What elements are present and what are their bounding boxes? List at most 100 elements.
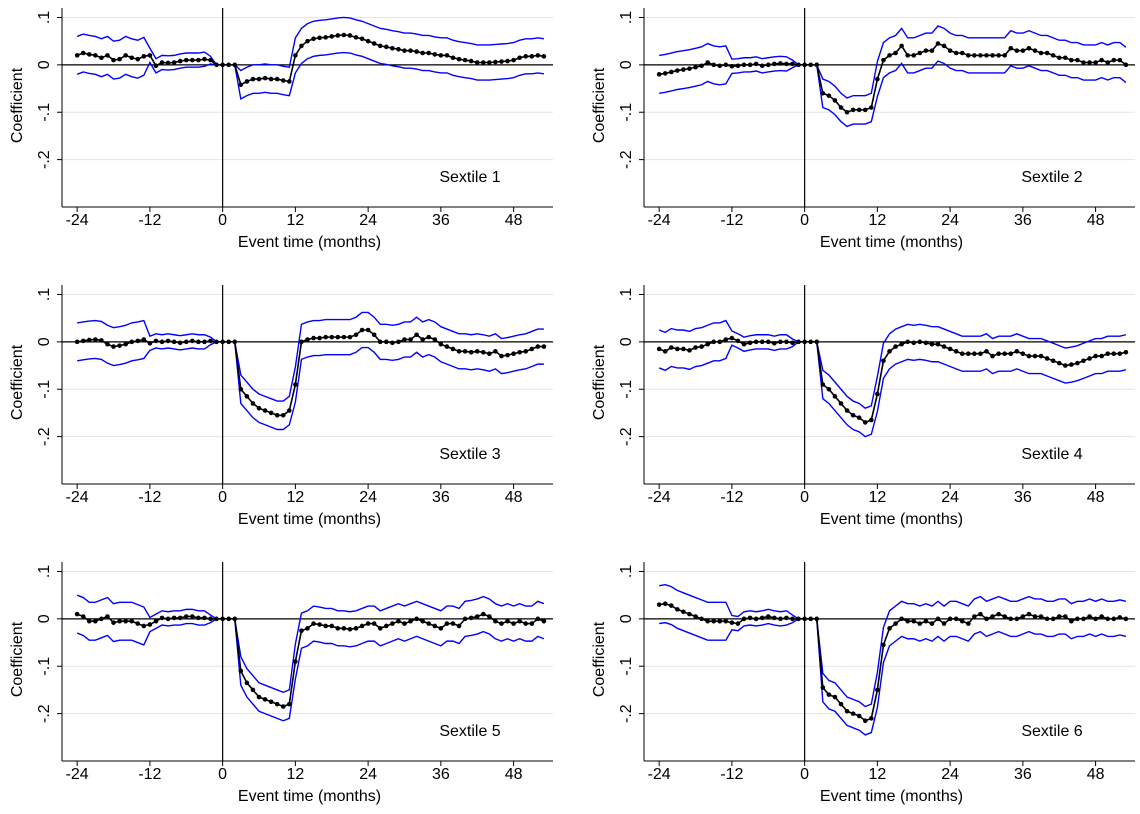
point (293, 382, 298, 387)
y-tick-label: 0 (36, 60, 53, 69)
point (396, 339, 401, 345)
point (935, 41, 941, 46)
point (1105, 351, 1111, 357)
point (299, 628, 304, 634)
point (165, 60, 171, 66)
point (820, 90, 826, 96)
point (177, 615, 183, 621)
point (262, 408, 268, 413)
y-axis-label: Coefficient (9, 67, 26, 143)
point (541, 618, 547, 624)
point (353, 626, 359, 631)
point (371, 41, 377, 46)
point (923, 48, 929, 53)
point (693, 64, 698, 70)
point (1117, 351, 1123, 357)
point (220, 339, 225, 345)
point (256, 76, 262, 82)
point (711, 62, 717, 68)
point (305, 337, 310, 342)
point (705, 341, 710, 347)
point (1020, 614, 1026, 619)
point (171, 60, 177, 65)
point (687, 611, 692, 617)
x-tick-label: 36 (1014, 489, 1032, 506)
point (214, 62, 219, 68)
point (929, 621, 935, 626)
point (1008, 351, 1014, 357)
point (953, 50, 959, 56)
point (353, 35, 359, 40)
point (535, 616, 541, 622)
y-tick-label: -.2 (36, 704, 53, 723)
point (917, 339, 923, 345)
x-axis-label: Event time (months) (820, 788, 963, 805)
point (1050, 358, 1056, 364)
point (729, 63, 735, 69)
point (250, 401, 256, 406)
point (759, 63, 765, 69)
x-tick-label: 24 (941, 489, 959, 506)
point (972, 351, 977, 357)
point (1032, 353, 1038, 359)
point (244, 394, 250, 399)
point (753, 61, 759, 67)
point (765, 614, 771, 619)
point (984, 53, 989, 58)
point (480, 60, 486, 65)
point (681, 609, 686, 615)
point (408, 48, 413, 53)
point (341, 32, 347, 38)
point (74, 53, 80, 58)
point (408, 618, 413, 624)
point (947, 616, 953, 622)
x-tick-label: -12 (720, 766, 743, 783)
point (299, 43, 304, 49)
point (159, 339, 165, 345)
point (917, 621, 923, 626)
x-tick-label: 12 (286, 212, 304, 229)
point (911, 340, 917, 346)
point (432, 337, 438, 342)
point (869, 417, 874, 423)
annotation: Sextile 2 (1021, 169, 1082, 186)
point (293, 53, 298, 58)
point (147, 622, 153, 627)
series-line (77, 329, 544, 417)
point (511, 57, 516, 63)
point (438, 53, 444, 58)
y-tick-label: 0 (618, 337, 635, 346)
point (268, 699, 274, 705)
point (796, 616, 801, 622)
point (1117, 615, 1123, 620)
point (1056, 360, 1062, 366)
point (923, 618, 929, 624)
point (1093, 60, 1098, 65)
x-tick-label: -12 (138, 489, 161, 506)
point (856, 415, 862, 420)
point (1044, 616, 1050, 622)
point (844, 109, 850, 115)
point (656, 602, 662, 607)
point (177, 340, 183, 346)
point (796, 339, 801, 345)
point (717, 339, 723, 345)
x-tick-label: 0 (218, 212, 227, 229)
point (74, 611, 80, 617)
point (990, 353, 995, 359)
point (911, 53, 917, 58)
point (699, 616, 704, 622)
point (778, 339, 783, 345)
point (856, 713, 862, 719)
point (941, 621, 947, 626)
point (93, 337, 98, 342)
point (1069, 618, 1074, 624)
point (778, 61, 783, 66)
point (202, 615, 207, 621)
point (947, 48, 953, 53)
point (311, 621, 316, 626)
x-tick-label: 0 (800, 766, 809, 783)
y-tick-label: -.2 (618, 704, 635, 723)
point (414, 616, 419, 622)
point (226, 62, 231, 68)
